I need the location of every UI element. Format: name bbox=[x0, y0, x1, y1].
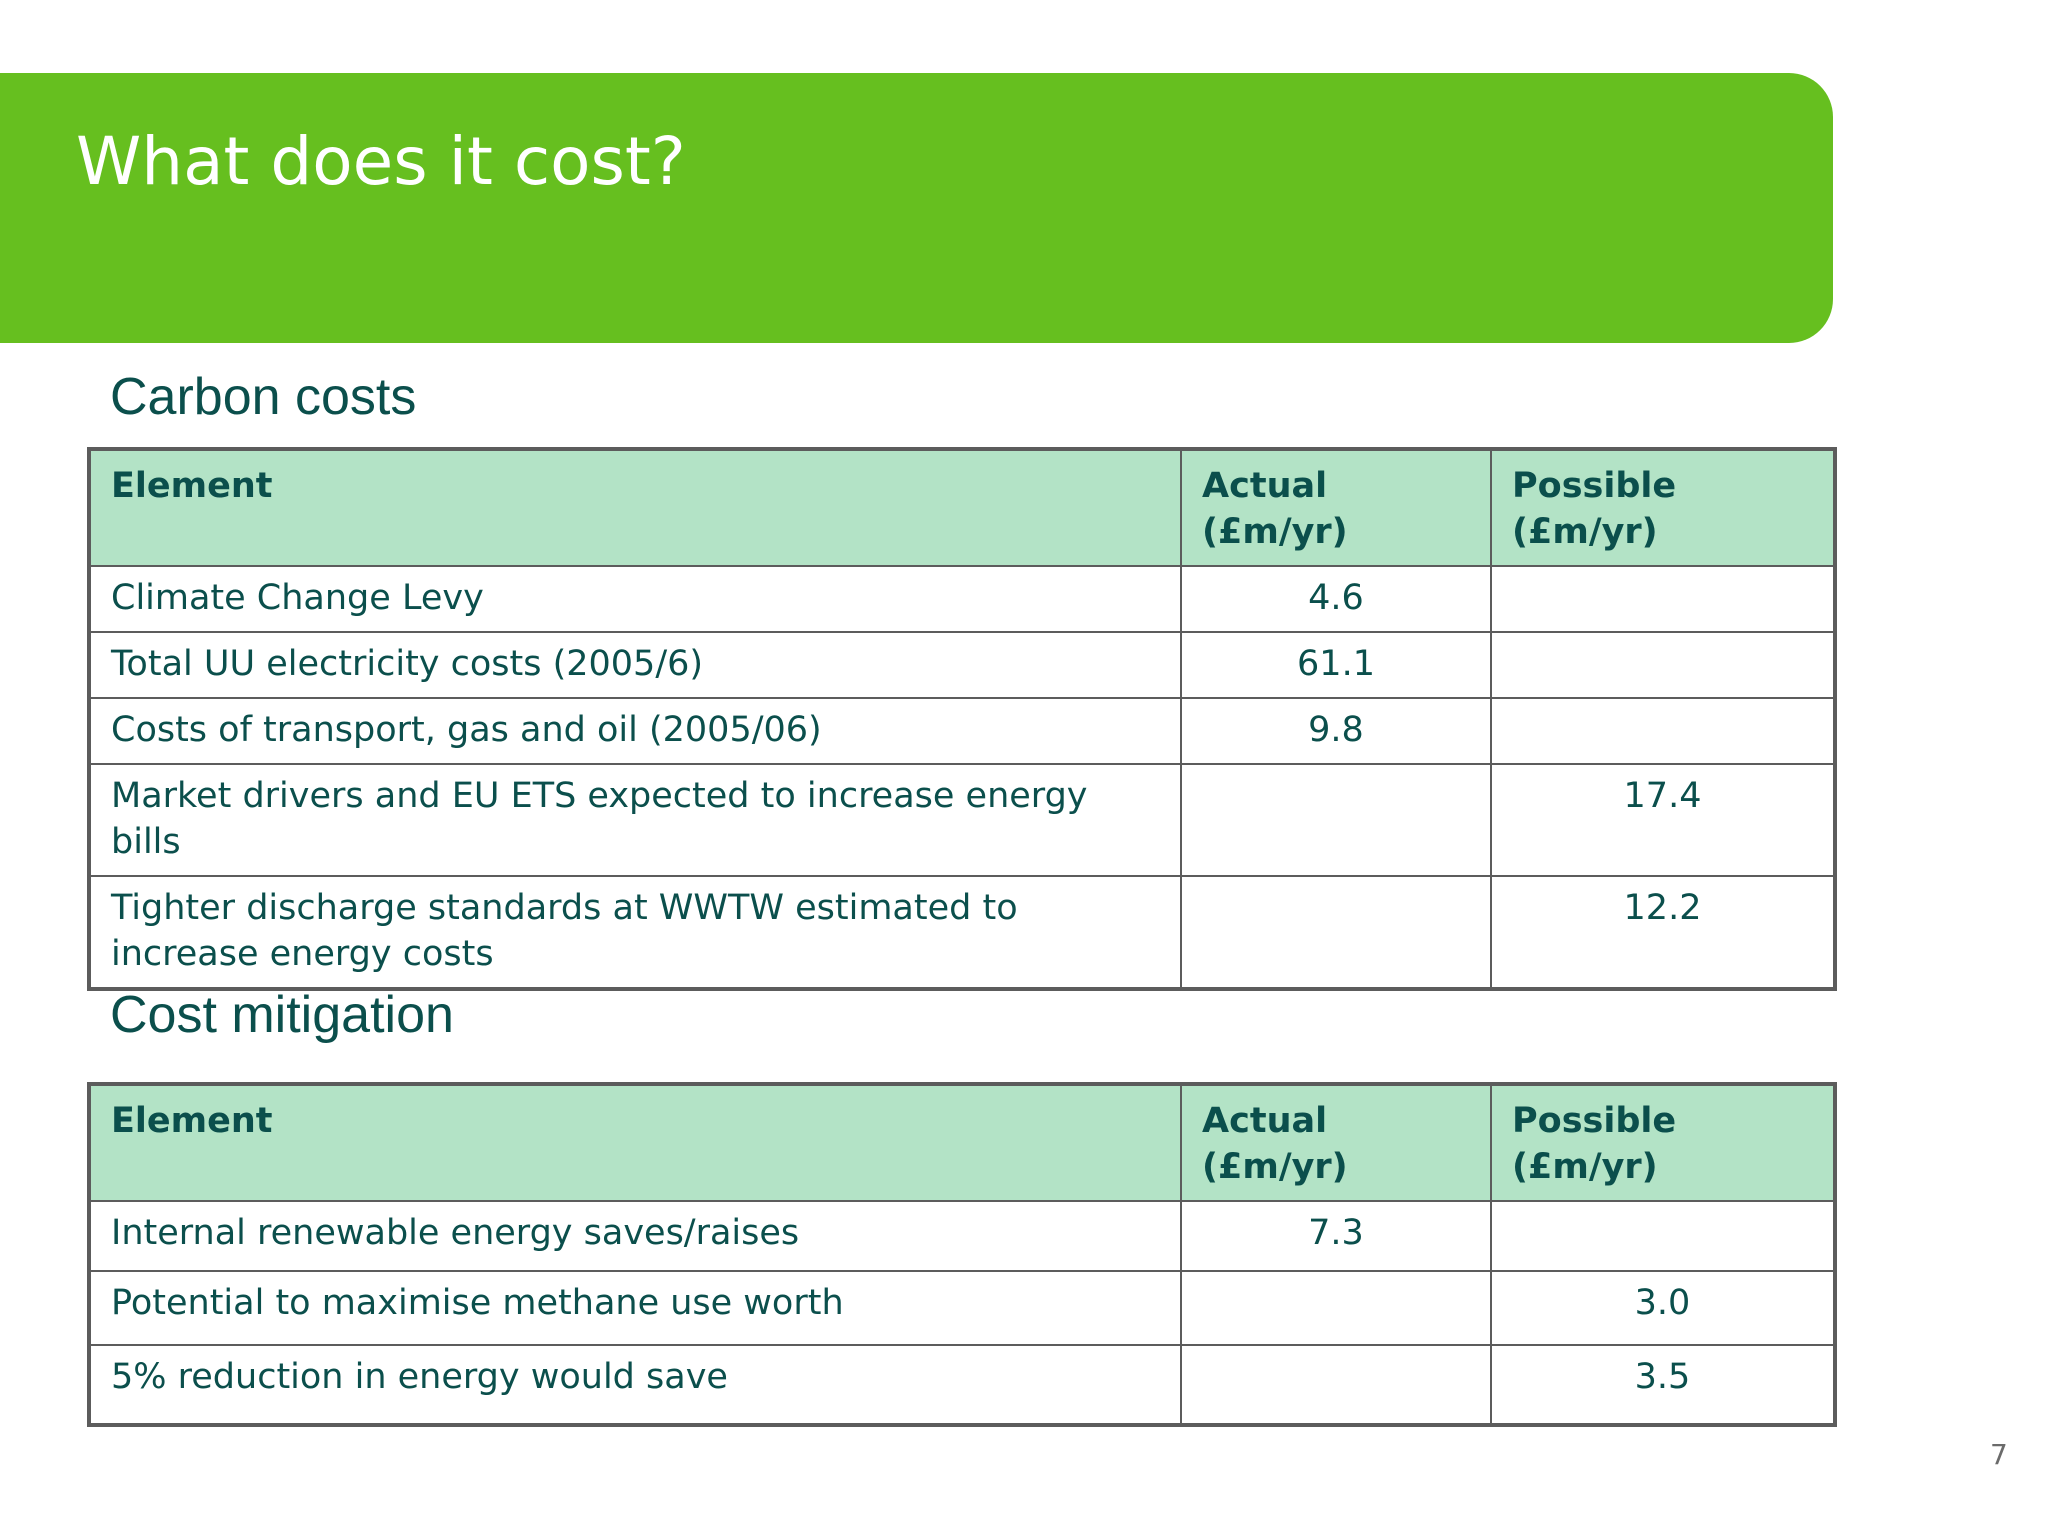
table-row: Market drivers and EU ETS expected to in… bbox=[88, 763, 1836, 877]
column-header-possible: Possible (£m/yr) bbox=[1490, 448, 1836, 567]
table-header-row: Element Actual (£m/yr) Possible (£m/yr) bbox=[88, 448, 1836, 567]
possible-cell: 17.4 bbox=[1490, 763, 1836, 877]
cost-mitigation-heading: Cost mitigation bbox=[110, 986, 454, 1044]
column-header-element: Element bbox=[88, 448, 1182, 567]
element-cell: Internal renewable energy saves/raises bbox=[88, 1200, 1182, 1272]
possible-cell: 12.2 bbox=[1490, 875, 1836, 990]
element-cell: Climate Change Levy bbox=[88, 565, 1182, 633]
element-cell: Tighter discharge standards at WWTW esti… bbox=[88, 875, 1182, 990]
actual-cell: 9.8 bbox=[1180, 697, 1492, 765]
table-header-row: Element Actual (£m/yr) Possible (£m/yr) bbox=[88, 1083, 1836, 1202]
table-row: Climate Change Levy 4.6 bbox=[88, 565, 1836, 633]
column-header-actual: Actual (£m/yr) bbox=[1180, 448, 1492, 567]
possible-cell bbox=[1490, 697, 1836, 765]
carbon-costs-table: Element Actual (£m/yr) Possible (£m/yr) … bbox=[87, 447, 1837, 991]
element-cell: Costs of transport, gas and oil (2005/06… bbox=[88, 697, 1182, 765]
element-cell: 5% reduction in energy would save bbox=[88, 1344, 1182, 1426]
actual-cell: 4.6 bbox=[1180, 565, 1492, 633]
actual-cell: 7.3 bbox=[1180, 1200, 1492, 1272]
possible-cell bbox=[1490, 565, 1836, 633]
cost-mitigation-table: Element Actual (£m/yr) Possible (£m/yr) … bbox=[87, 1082, 1837, 1427]
carbon-costs-heading: Carbon costs bbox=[110, 368, 417, 426]
element-cell: Potential to maximise methane use worth bbox=[88, 1270, 1182, 1346]
table-row: Tighter discharge standards at WWTW esti… bbox=[88, 875, 1836, 990]
column-header-possible: Possible (£m/yr) bbox=[1490, 1083, 1836, 1202]
actual-cell: 61.1 bbox=[1180, 631, 1492, 699]
table-row: Costs of transport, gas and oil (2005/06… bbox=[88, 697, 1836, 765]
table-row: Potential to maximise methane use worth … bbox=[88, 1270, 1836, 1346]
possible-cell: 3.5 bbox=[1490, 1344, 1836, 1426]
actual-cell bbox=[1180, 1270, 1492, 1346]
table-row: Internal renewable energy saves/raises 7… bbox=[88, 1200, 1836, 1272]
slide-title: What does it cost? bbox=[76, 123, 686, 200]
actual-cell bbox=[1180, 875, 1492, 990]
actual-cell bbox=[1180, 763, 1492, 877]
possible-cell bbox=[1490, 631, 1836, 699]
table-row: Total UU electricity costs (2005/6) 61.1 bbox=[88, 631, 1836, 699]
element-cell: Market drivers and EU ETS expected to in… bbox=[88, 763, 1182, 877]
possible-cell: 3.0 bbox=[1490, 1270, 1836, 1346]
column-header-actual: Actual (£m/yr) bbox=[1180, 1083, 1492, 1202]
element-cell: Total UU electricity costs (2005/6) bbox=[88, 631, 1182, 699]
page-number: 7 bbox=[1990, 1438, 2008, 1471]
column-header-element: Element bbox=[88, 1083, 1182, 1202]
title-banner bbox=[0, 73, 1833, 343]
table-row: 5% reduction in energy would save 3.5 bbox=[88, 1344, 1836, 1426]
possible-cell bbox=[1490, 1200, 1836, 1272]
actual-cell bbox=[1180, 1344, 1492, 1426]
